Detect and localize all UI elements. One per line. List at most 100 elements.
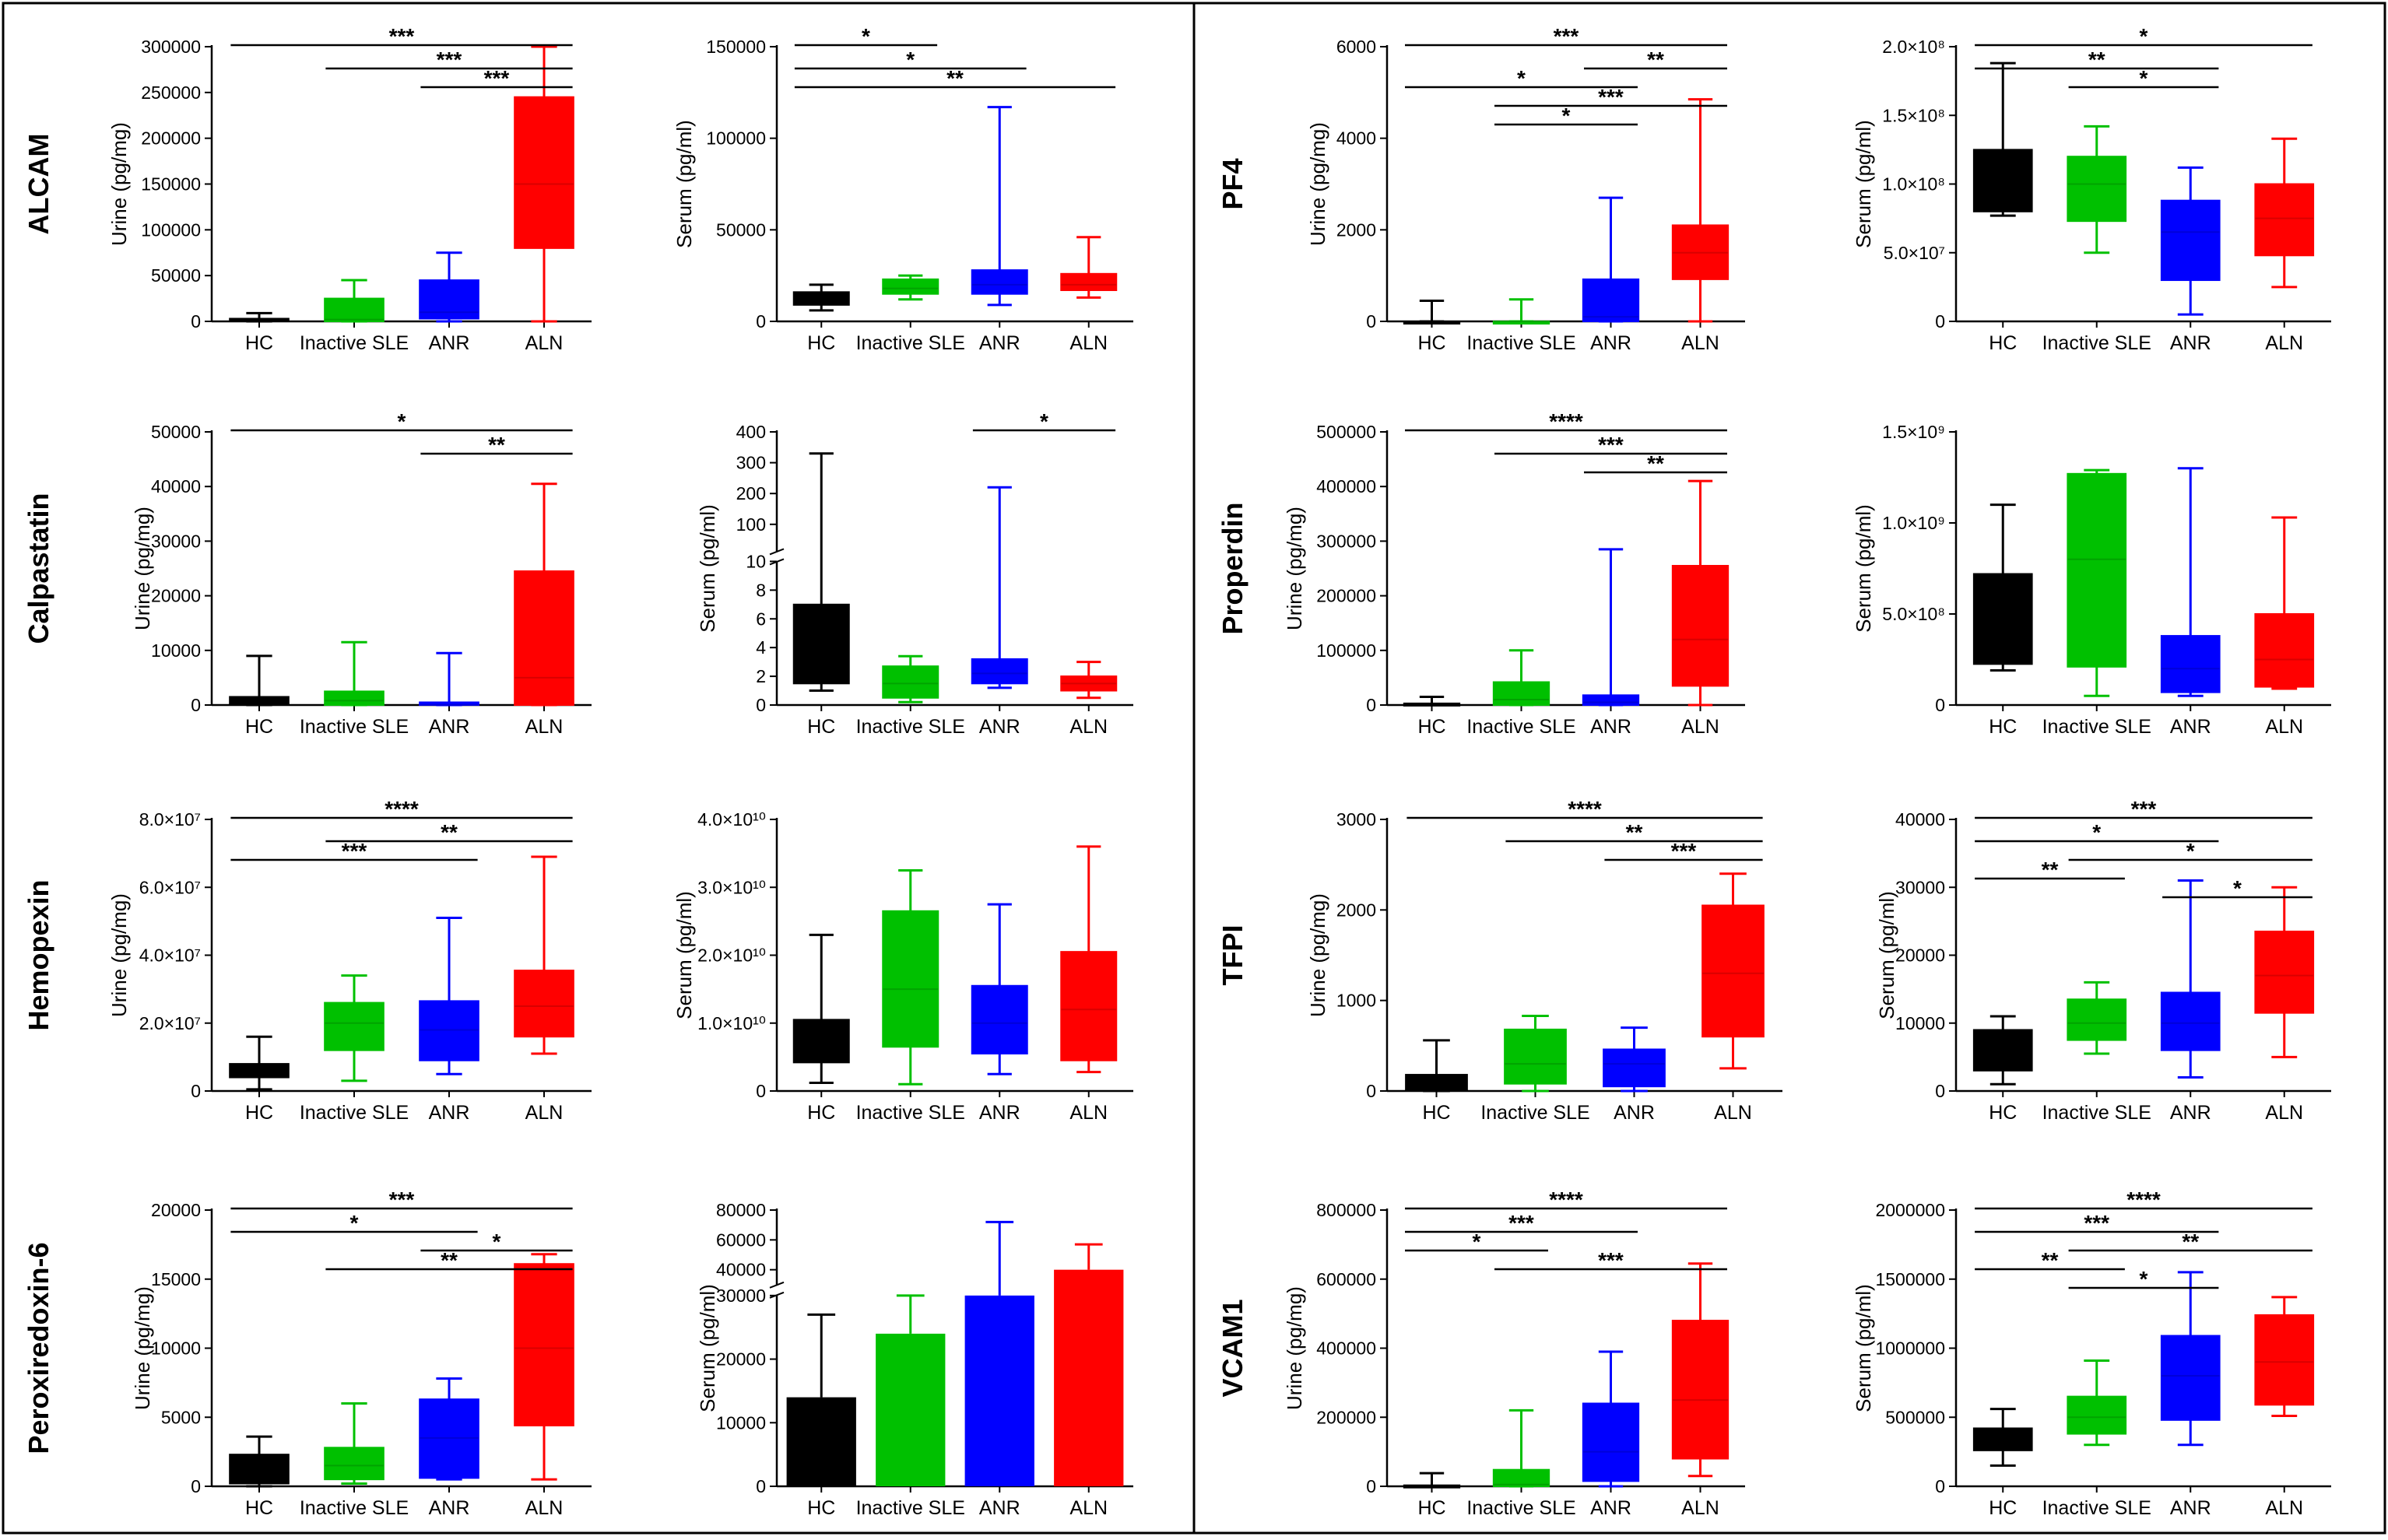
box-aln: [514, 570, 574, 707]
x-tick-label: Inactive SLE: [1480, 1102, 1589, 1124]
x-tick-label: ANR: [1590, 1497, 1631, 1519]
y-tick-label: 20000: [716, 1349, 766, 1370]
significance-label: *: [2140, 1267, 2148, 1291]
significance-label: *: [493, 1230, 501, 1254]
y-tick-label: 0: [1366, 1081, 1376, 1101]
y-axis-label: Serum (pg/ml): [1852, 120, 1875, 248]
y-tick-label: 40000: [151, 476, 201, 496]
significance-label: **: [2088, 47, 2105, 72]
y-tick-label: 1.5×10⁹: [1882, 422, 1945, 442]
bar-hc: [786, 1397, 856, 1486]
y-tick-label: 20000: [1895, 945, 1945, 966]
panel-pf4-serum: 0 5.0×10⁷ 1.0×10⁸ 1.5×10⁸ 2.0×10⁸ Serum (pg/m…: [1852, 24, 2331, 354]
box-aln: [514, 1263, 574, 1426]
y-tick-label: 200000: [1316, 586, 1376, 606]
y-tick-label: 100: [736, 514, 766, 535]
box-inactive-sle: [1492, 681, 1550, 706]
x-tick-label: ALN: [1681, 716, 1719, 738]
significance-label: **: [441, 820, 458, 844]
x-tick-label: Inactive SLE: [2042, 716, 2151, 738]
box-inactive-sle: [2067, 1395, 2127, 1435]
y-tick-label: 4: [756, 637, 766, 658]
y-tick-label: 500000: [1885, 1407, 1945, 1427]
x-tick-label: Inactive SLE: [300, 1102, 409, 1124]
box-hc: [1972, 149, 2033, 212]
significance-label: ***: [342, 839, 367, 863]
box-hc: [229, 317, 290, 323]
box-anr: [419, 701, 479, 706]
x-tick-label: HC: [1989, 332, 2017, 354]
box-hc: [1972, 1427, 2033, 1451]
x-tick-label: Inactive SLE: [300, 332, 409, 354]
y-tick-label: 10000: [151, 1338, 201, 1359]
x-tick-label: Inactive SLE: [856, 1497, 965, 1519]
y-tick-label: 5000: [161, 1407, 201, 1427]
x-tick-label: Inactive SLE: [856, 1102, 965, 1124]
significance-label: *: [2186, 839, 2195, 863]
box-inactive-sle: [2067, 472, 2127, 668]
significance-label: ****: [2126, 1187, 2161, 1212]
significance-label: *: [906, 47, 915, 72]
y-tick-label: 10000: [151, 640, 201, 661]
panel-title: Hemopexin: [23, 879, 54, 1030]
box-aln: [2254, 613, 2315, 688]
x-tick-label: Inactive SLE: [2042, 1102, 2151, 1124]
x-tick-label: ANR: [979, 716, 1020, 738]
y-tick-label: 60000: [716, 1230, 766, 1250]
panel-title: Properdin: [1217, 502, 1248, 634]
x-tick-label: ANR: [979, 1102, 1020, 1124]
y-tick-label: 200000: [141, 128, 201, 149]
y-tick-label: 100000: [1316, 640, 1376, 661]
box-hc: [792, 1019, 850, 1064]
box-anr: [971, 984, 1028, 1055]
panel-calpastatin-serum: 0 2 4 6 8 10 100 200 300 400 Serum (pg/ml) HC Inacti…: [696, 409, 1133, 738]
y-tick-label: 0: [191, 311, 201, 332]
y-tick-label: 300000: [141, 37, 201, 57]
x-tick-label: Inactive SLE: [856, 716, 965, 738]
y-tick-label: 0: [756, 1081, 766, 1101]
y-tick-label: 5.0×10⁷: [1884, 243, 1945, 263]
significance-label: *: [1562, 103, 1571, 128]
significance-label: **: [441, 1248, 458, 1272]
x-tick-label: Inactive SLE: [1466, 716, 1575, 738]
y-tick-label: 6.0×10⁷: [139, 877, 201, 897]
y-tick-label: 0: [191, 1476, 201, 1496]
y-tick-label: 1.0×10⁹: [1882, 513, 1945, 533]
box-hc: [1972, 1029, 2033, 1072]
y-tick-label: 30000: [1895, 877, 1945, 897]
y-tick-label: 2: [756, 666, 766, 686]
significance-label: ****: [385, 797, 419, 821]
y-tick-label: 100000: [706, 128, 766, 149]
y-tick-label: 8.0×10⁷: [139, 809, 201, 830]
x-tick-label: ANR: [1590, 332, 1631, 354]
box-hc: [1403, 1484, 1461, 1489]
x-tick-label: ALN: [1069, 332, 1108, 354]
significance-label: ***: [1508, 1211, 1534, 1235]
x-tick-label: HC: [1417, 716, 1445, 738]
x-tick-label: HC: [245, 716, 273, 738]
y-tick-label: 10000: [716, 1412, 766, 1433]
y-tick-label: 2.0×10¹⁰: [697, 945, 766, 966]
box-anr: [2160, 635, 2221, 693]
x-tick-label: HC: [1417, 1497, 1445, 1519]
panel-peroxiredoxin-6-urine: 0 5000 10000 15000 20000 Urine (pg/mg) Peroxir…: [23, 1187, 592, 1519]
y-tick-label: 0: [191, 695, 201, 715]
box-anr: [2160, 991, 2221, 1051]
y-tick-label: 1000: [1336, 991, 1376, 1011]
y-tick-label: 0: [1935, 311, 1945, 332]
box-aln: [1060, 675, 1118, 692]
significance-label: ***: [1671, 839, 1697, 863]
y-tick-label: 200: [736, 483, 766, 503]
x-tick-label: ALN: [2265, 1102, 2303, 1124]
y-tick-label: 6: [756, 609, 766, 629]
y-tick-label: 10000: [1895, 1013, 1945, 1033]
y-axis-label: Serum (pg/ml): [1875, 891, 1898, 1019]
box-inactive-sle: [882, 278, 939, 295]
x-tick-label: ALN: [525, 332, 564, 354]
box-aln: [514, 970, 574, 1038]
box-aln: [1060, 951, 1118, 1061]
x-tick-label: HC: [245, 332, 273, 354]
box-inactive-sle: [1504, 1028, 1567, 1085]
y-tick-label: 30000: [151, 531, 201, 551]
significance-label: ****: [1568, 797, 1602, 821]
